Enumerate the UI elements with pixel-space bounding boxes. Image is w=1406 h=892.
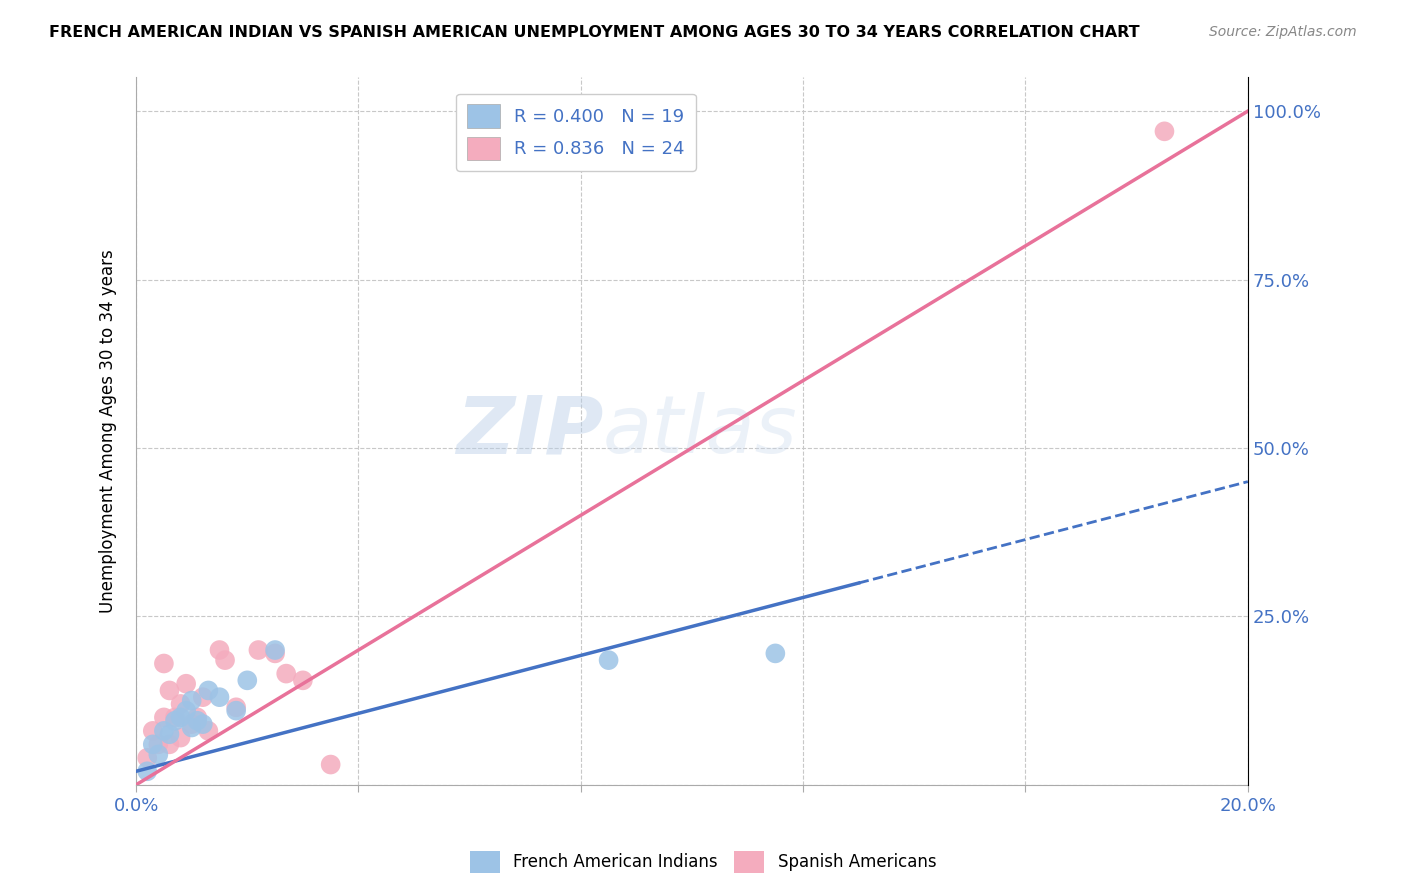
- Point: [136, 751, 159, 765]
- Point: [180, 717, 202, 731]
- Point: [264, 643, 287, 657]
- Point: [159, 737, 181, 751]
- Point: [208, 643, 231, 657]
- Point: [598, 653, 620, 667]
- Point: [136, 764, 159, 779]
- Point: [197, 723, 219, 738]
- Point: [174, 704, 197, 718]
- Point: [191, 717, 214, 731]
- Point: [159, 727, 181, 741]
- Point: [153, 710, 176, 724]
- Point: [169, 710, 191, 724]
- Point: [236, 673, 259, 688]
- Point: [180, 693, 202, 707]
- Legend: French American Indians, Spanish Americans: French American Indians, Spanish America…: [463, 845, 943, 880]
- Point: [264, 647, 287, 661]
- Point: [197, 683, 219, 698]
- Point: [225, 700, 247, 714]
- Point: [291, 673, 314, 688]
- Legend: R = 0.400   N = 19, R = 0.836   N = 24: R = 0.400 N = 19, R = 0.836 N = 24: [457, 94, 696, 170]
- Point: [142, 737, 165, 751]
- Point: [1153, 124, 1175, 138]
- Point: [159, 683, 181, 698]
- Text: FRENCH AMERICAN INDIAN VS SPANISH AMERICAN UNEMPLOYMENT AMONG AGES 30 TO 34 YEAR: FRENCH AMERICAN INDIAN VS SPANISH AMERIC…: [49, 25, 1140, 40]
- Point: [169, 697, 191, 711]
- Point: [148, 747, 170, 762]
- Point: [763, 647, 786, 661]
- Point: [142, 723, 165, 738]
- Point: [163, 714, 186, 728]
- Point: [148, 737, 170, 751]
- Point: [153, 723, 176, 738]
- Point: [153, 657, 176, 671]
- Point: [214, 653, 236, 667]
- Y-axis label: Unemployment Among Ages 30 to 34 years: Unemployment Among Ages 30 to 34 years: [100, 249, 117, 613]
- Point: [169, 731, 191, 745]
- Point: [208, 690, 231, 705]
- Point: [276, 666, 298, 681]
- Point: [186, 714, 208, 728]
- Point: [180, 721, 202, 735]
- Text: Source: ZipAtlas.com: Source: ZipAtlas.com: [1209, 25, 1357, 39]
- Point: [225, 704, 247, 718]
- Text: atlas: atlas: [603, 392, 797, 470]
- Text: ZIP: ZIP: [456, 392, 603, 470]
- Point: [319, 757, 342, 772]
- Point: [247, 643, 270, 657]
- Point: [191, 690, 214, 705]
- Point: [163, 710, 186, 724]
- Point: [186, 710, 208, 724]
- Point: [174, 676, 197, 690]
